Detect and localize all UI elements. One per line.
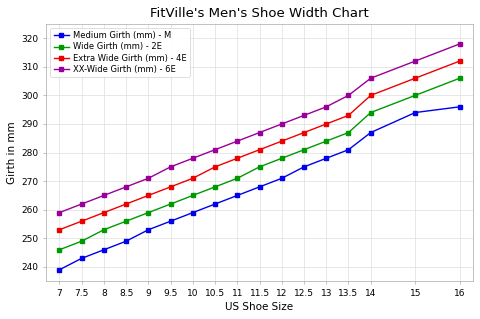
Extra Wide Girth (mm) - 4E <box>145 194 151 197</box>
Wide Girth (mm) - 2E <box>457 76 463 80</box>
Extra Wide Girth (mm) - 4E <box>190 176 196 180</box>
Extra Wide Girth (mm) - 4E <box>346 114 351 117</box>
Medium Girth (mm) - M <box>79 256 84 260</box>
X-axis label: US Shoe Size: US Shoe Size <box>226 302 294 312</box>
Medium Girth (mm) - M <box>145 228 151 232</box>
Medium Girth (mm) - M <box>457 105 463 109</box>
Extra Wide Girth (mm) - 4E <box>368 93 373 97</box>
Medium Girth (mm) - M <box>257 185 263 189</box>
Medium Girth (mm) - M <box>212 202 218 206</box>
Wide Girth (mm) - 2E <box>212 185 218 189</box>
Line: Wide Girth (mm) - 2E: Wide Girth (mm) - 2E <box>58 77 461 251</box>
Extra Wide Girth (mm) - 4E <box>168 185 173 189</box>
Wide Girth (mm) - 2E <box>101 228 107 232</box>
Wide Girth (mm) - 2E <box>257 165 263 169</box>
Title: FitVille's Men's Shoe Width Chart: FitVille's Men's Shoe Width Chart <box>150 7 369 20</box>
Extra Wide Girth (mm) - 4E <box>212 165 218 169</box>
Wide Girth (mm) - 2E <box>279 156 285 160</box>
Wide Girth (mm) - 2E <box>412 93 418 97</box>
Wide Girth (mm) - 2E <box>324 139 329 143</box>
XX-Wide Girth (mm) - 6E <box>234 139 240 143</box>
XX-Wide Girth (mm) - 6E <box>412 59 418 63</box>
Extra Wide Girth (mm) - 4E <box>79 219 84 223</box>
Line: Medium Girth (mm) - M: Medium Girth (mm) - M <box>58 105 461 271</box>
Line: XX-Wide Girth (mm) - 6E: XX-Wide Girth (mm) - 6E <box>58 42 461 214</box>
Extra Wide Girth (mm) - 4E <box>457 59 463 63</box>
XX-Wide Girth (mm) - 6E <box>168 165 173 169</box>
XX-Wide Girth (mm) - 6E <box>301 114 307 117</box>
XX-Wide Girth (mm) - 6E <box>101 194 107 197</box>
Wide Girth (mm) - 2E <box>57 248 62 252</box>
XX-Wide Girth (mm) - 6E <box>257 131 263 135</box>
XX-Wide Girth (mm) - 6E <box>190 156 196 160</box>
Wide Girth (mm) - 2E <box>79 239 84 243</box>
XX-Wide Girth (mm) - 6E <box>123 185 129 189</box>
Line: Extra Wide Girth (mm) - 4E: Extra Wide Girth (mm) - 4E <box>58 59 461 232</box>
Medium Girth (mm) - M <box>301 165 307 169</box>
Extra Wide Girth (mm) - 4E <box>257 148 263 152</box>
Extra Wide Girth (mm) - 4E <box>101 211 107 215</box>
Medium Girth (mm) - M <box>123 239 129 243</box>
XX-Wide Girth (mm) - 6E <box>346 93 351 97</box>
XX-Wide Girth (mm) - 6E <box>212 148 218 152</box>
Wide Girth (mm) - 2E <box>145 211 151 215</box>
Medium Girth (mm) - M <box>324 156 329 160</box>
Medium Girth (mm) - M <box>101 248 107 252</box>
XX-Wide Girth (mm) - 6E <box>79 202 84 206</box>
Medium Girth (mm) - M <box>168 219 173 223</box>
Medium Girth (mm) - M <box>57 268 62 272</box>
Wide Girth (mm) - 2E <box>234 176 240 180</box>
Extra Wide Girth (mm) - 4E <box>234 156 240 160</box>
Wide Girth (mm) - 2E <box>123 219 129 223</box>
Medium Girth (mm) - M <box>346 148 351 152</box>
Medium Girth (mm) - M <box>279 176 285 180</box>
Wide Girth (mm) - 2E <box>168 202 173 206</box>
XX-Wide Girth (mm) - 6E <box>368 76 373 80</box>
Wide Girth (mm) - 2E <box>190 194 196 197</box>
XX-Wide Girth (mm) - 6E <box>279 122 285 126</box>
Y-axis label: Girth in mm: Girth in mm <box>7 121 17 184</box>
Wide Girth (mm) - 2E <box>346 131 351 135</box>
Medium Girth (mm) - M <box>234 194 240 197</box>
XX-Wide Girth (mm) - 6E <box>324 105 329 109</box>
Medium Girth (mm) - M <box>190 211 196 215</box>
Legend: Medium Girth (mm) - M, Wide Girth (mm) - 2E, Extra Wide Girth (mm) - 4E, XX-Wide: Medium Girth (mm) - M, Wide Girth (mm) -… <box>50 28 190 77</box>
Medium Girth (mm) - M <box>412 111 418 115</box>
Extra Wide Girth (mm) - 4E <box>123 202 129 206</box>
Extra Wide Girth (mm) - 4E <box>301 131 307 135</box>
XX-Wide Girth (mm) - 6E <box>145 176 151 180</box>
Wide Girth (mm) - 2E <box>301 148 307 152</box>
Wide Girth (mm) - 2E <box>368 111 373 115</box>
XX-Wide Girth (mm) - 6E <box>457 42 463 46</box>
Extra Wide Girth (mm) - 4E <box>57 228 62 232</box>
Medium Girth (mm) - M <box>368 131 373 135</box>
XX-Wide Girth (mm) - 6E <box>57 211 62 215</box>
Extra Wide Girth (mm) - 4E <box>324 122 329 126</box>
Extra Wide Girth (mm) - 4E <box>279 139 285 143</box>
Extra Wide Girth (mm) - 4E <box>412 76 418 80</box>
